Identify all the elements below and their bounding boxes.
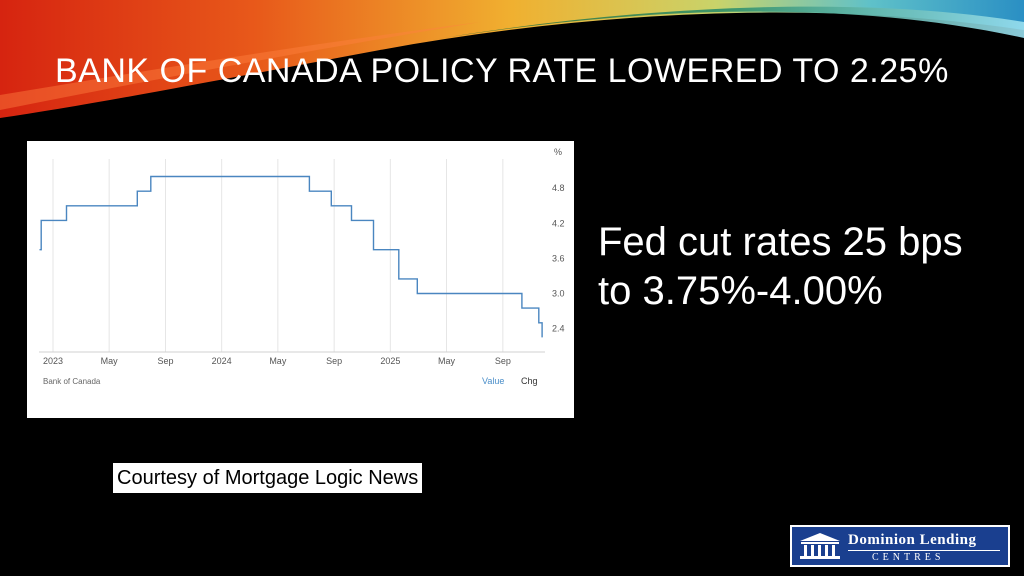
- header-swoosh-banner: [0, 0, 1024, 118]
- x-tick-label: Sep: [326, 356, 342, 366]
- courtesy-credit: Courtesy of Mortgage Logic News: [113, 463, 423, 493]
- y-tick-label: 4.8: [552, 183, 565, 193]
- y-unit-label: %: [554, 147, 562, 157]
- policy-rate-series-line: [39, 175, 543, 338]
- logo-divider: [848, 550, 1000, 551]
- fed-rate-note: Fed cut rates 25 bps to 3.75%-4.00%: [598, 220, 963, 313]
- slide-title: BANK OF CANADA POLICY RATE LOWERED TO 2.…: [55, 52, 949, 90]
- y-tick-label: 3.6: [552, 253, 565, 263]
- logo-subtitle: CENTRES: [872, 552, 945, 563]
- chart-source-label: Bank of Canada: [43, 377, 101, 386]
- value-toggle[interactable]: Value: [482, 376, 505, 386]
- x-tick-label: Sep: [495, 356, 511, 366]
- chart-canvas: 2023 May Sep 2024 May Sep 2025 May Sep 2.4 3.0 3.6 4…: [39, 147, 565, 366]
- change-toggle[interactable]: Chg: [521, 376, 538, 386]
- policy-rate-chart: 2023 May Sep 2024 May Sep 2025 May Sep 2.4 3.0 3.6 4…: [27, 141, 574, 418]
- x-tick-label: Sep: [157, 356, 173, 366]
- dominion-lending-logo: Dominion Lending CENTRES: [790, 525, 1010, 567]
- y-tick-label: 3.0: [552, 289, 565, 299]
- x-tick-label: 2024: [212, 356, 232, 366]
- y-tick-label: 4.2: [552, 218, 565, 228]
- x-tick-label: 2023: [43, 356, 63, 366]
- x-tick-label: May: [438, 356, 456, 366]
- y-tick-label: 2.4: [552, 324, 565, 334]
- x-tick-label: May: [269, 356, 287, 366]
- logo-wordmark: Dominion Lending: [848, 532, 977, 548]
- x-tick-label: May: [101, 356, 119, 366]
- x-tick-label: 2025: [380, 356, 400, 366]
- building-icon: [800, 533, 840, 559]
